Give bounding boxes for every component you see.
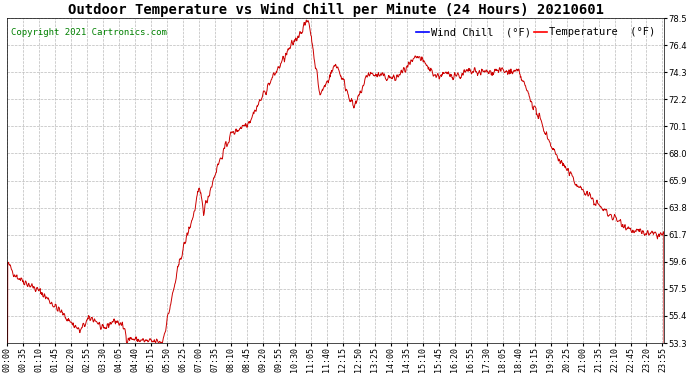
Legend: Wind Chill  (°F), Temperature  (°F): Wind Chill (°F), Temperature (°F) — [412, 23, 659, 42]
Title: Outdoor Temperature vs Wind Chill per Minute (24 Hours) 20210601: Outdoor Temperature vs Wind Chill per Mi… — [68, 3, 604, 17]
Text: Copyright 2021 Cartronics.com: Copyright 2021 Cartronics.com — [10, 28, 166, 37]
